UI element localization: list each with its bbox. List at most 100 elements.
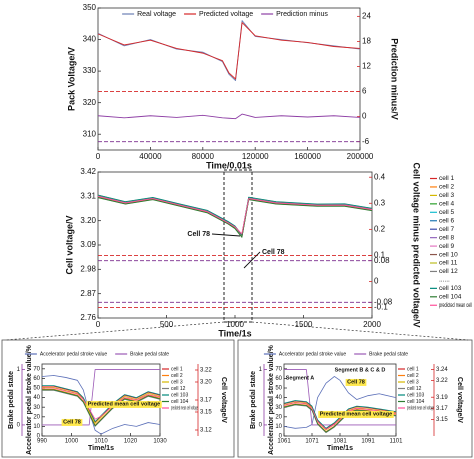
y-tick-label: 0 [279, 434, 283, 440]
y3-tick-label: 0 [259, 423, 263, 429]
y2-tick-label: 3.22 [436, 378, 448, 384]
legend-label: cell 4 [439, 201, 455, 208]
legend-label: Brake pedal state [130, 351, 169, 357]
y2-tick-label: 0.4 [374, 172, 386, 181]
legend-label: cell 1 [171, 366, 183, 372]
legend-label: predicted mean cell [439, 302, 472, 309]
y-tick-label: 2.87 [80, 289, 96, 298]
x-tick-label: 990 [37, 439, 48, 445]
annotation: Segment B & C & D [335, 367, 386, 373]
annotation-background [61, 418, 83, 426]
zoom-connector [251, 321, 469, 341]
x-tick-label: 40000 [139, 152, 162, 161]
series-line [284, 369, 396, 426]
y2-tick-label: 0.2 [374, 224, 386, 233]
legend-label: cell 6 [439, 217, 455, 224]
series-line [97, 196, 373, 238]
x-tick-label: 1091 [361, 439, 375, 445]
y-tick-label: 20 [275, 414, 282, 420]
zoom-box [223, 169, 253, 323]
legend-label: cell 12 [407, 386, 422, 392]
y2-tick-label: 18 [362, 37, 371, 46]
legend-label: cell 5 [439, 209, 455, 216]
y2-tick-label: 3.17 [200, 398, 212, 404]
y-tick-label: 3.42 [80, 167, 96, 176]
series-line [97, 197, 373, 238]
legend-label: cell 1 [439, 175, 455, 182]
legend-label: cell 2 [439, 184, 455, 191]
y2-tick-label: 3.15 [436, 417, 448, 423]
legend-label: cell 3 [171, 379, 183, 385]
x-tick-label: 0 [96, 152, 101, 161]
y2-tick-label: 12 [362, 62, 371, 71]
annotation-background [318, 410, 394, 418]
y2-tick-label: -0.1 [374, 303, 388, 312]
legend-label: cell 12 [439, 268, 458, 275]
legend-label: cell 8 [439, 234, 455, 241]
x-tick-label: 2000 [363, 320, 381, 329]
y2-tick-label: 3.19 [436, 395, 448, 401]
y2-tick-label: 0 [374, 277, 379, 286]
y-tick-label: 60 [33, 376, 40, 382]
x-tick-label: 1101 [390, 439, 404, 445]
legend-label: predicted mean cell voltage [407, 405, 434, 411]
y2-tick-label: 3.12 [200, 428, 212, 434]
legend-label: cell 3 [407, 379, 419, 385]
y-tick-label: 40 [33, 395, 40, 401]
x-tick-label: 1010 [94, 439, 108, 445]
y-tick-label: 40 [275, 395, 282, 401]
y2-tick-label: 0 [362, 112, 367, 121]
y-tick-label: 10 [275, 424, 282, 430]
y2-tick-label: 0.08 [374, 256, 390, 265]
legend-label: Real voltage [137, 11, 176, 18]
x-axis-title: Time/1s [327, 445, 353, 452]
legend-label: cell 103 [171, 392, 188, 398]
y-tick-label: 70 [275, 366, 282, 372]
annotation: Cell 78 [63, 419, 81, 425]
x-tick-label: 160000 [294, 152, 321, 161]
series-line [97, 196, 373, 237]
series-line [283, 400, 397, 430]
x-tick-label: 1000 [226, 320, 244, 329]
y-tick-label: 320 [83, 98, 97, 107]
y-tick-label: 350 [83, 3, 97, 12]
y2-axis-title: Cell voltage/V [220, 377, 227, 423]
annotation: Segment A [286, 375, 315, 381]
legend-label: cell 3 [439, 192, 455, 199]
y3-axis-title: Brake pedal state [250, 371, 257, 429]
legend-label: predicted mean cell voltage [171, 405, 198, 411]
y-tick-label: 70 [33, 366, 40, 372]
x-tick-label: 500 [160, 320, 174, 329]
plot-frame [97, 7, 361, 151]
x-tick-label: 1000 [65, 439, 79, 445]
series-line [97, 194, 373, 236]
legend-label: cell 10 [439, 251, 458, 258]
legend-label: cell 103 [407, 392, 424, 398]
y2-tick-label: 3.24 [436, 367, 448, 373]
plot-frame [97, 171, 373, 319]
y3-tick-label: 1 [259, 367, 263, 373]
y-tick-label: 340 [83, 35, 97, 44]
y-axis-title: Accelerator pedal stroke value/% [268, 344, 275, 454]
y-tick-label: 10 [33, 424, 40, 430]
y-tick-label: 3.31 [80, 191, 96, 200]
x-axis-title: Time/0.01s [206, 160, 252, 170]
legend-label: Predicted voltage [199, 11, 253, 18]
series-line [97, 196, 373, 238]
y2-tick-label: -6 [362, 137, 370, 146]
series-line [97, 20, 361, 82]
y-tick-label: 3.20 [80, 216, 96, 225]
zoom-connector [5, 321, 225, 341]
legend-label: cell 12 [171, 386, 186, 392]
y2-tick-label: 3.15 [200, 410, 212, 416]
x-tick-label: 0 [96, 320, 101, 329]
y2-tick-label: 3.17 [436, 406, 448, 412]
y-tick-label: 60 [275, 376, 282, 382]
annotation: Cell 78 [187, 231, 210, 238]
series-line [42, 387, 161, 420]
x-tick-label: 1500 [295, 320, 313, 329]
annotation: Predicted mean cell voltage [88, 401, 160, 407]
panel-frame [237, 339, 473, 458]
legend-label: cell 104 [171, 399, 188, 405]
x-tick-label: 1020 [124, 439, 138, 445]
